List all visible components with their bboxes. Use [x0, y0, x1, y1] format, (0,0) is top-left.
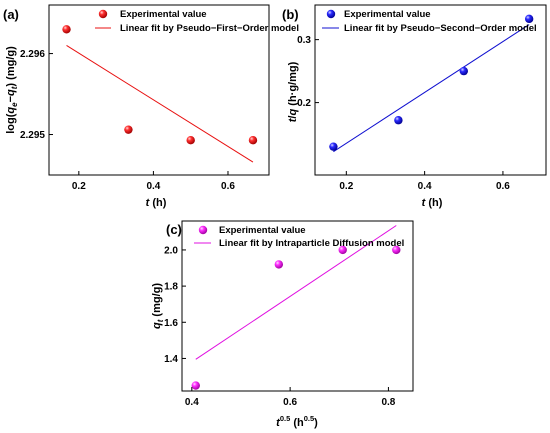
panel-label-b: (b): [282, 7, 299, 22]
y-tick-label-c-2: 1.8: [164, 282, 178, 293]
y-tick-label-c-0: 1.4: [164, 354, 178, 365]
x-tick-label-b-0: 0.2: [339, 181, 353, 192]
x-tick-label-c-2: 0.8: [381, 397, 395, 408]
data-point-c-2: [338, 245, 347, 255]
data-point-b-0: [329, 142, 338, 151]
y-tick-label-a-0: 2.295: [20, 130, 45, 141]
x-axis-label-a: t (h): [146, 197, 167, 209]
y-axis-label-a: log(qe−qt) (mg/g): [5, 46, 19, 134]
x-tick-label-a-2: 0.6: [221, 181, 235, 192]
y-axis-label-c: qt (mg/g): [151, 283, 165, 329]
x-tick-label-a-1: 0.4: [146, 181, 160, 192]
panel-a: 0.2 0.4 0.6 2.295 2.296 Experimental value L…: [5, 4, 299, 209]
data-point-c-0: [191, 381, 200, 390]
data-point-b-3: [524, 14, 534, 24]
y-tick-label-a-1: 2.296: [20, 49, 45, 60]
x-axis-label-b: t (h): [422, 197, 443, 209]
data-point-a-0: [62, 25, 71, 34]
legend-label-line-a: Linear fit by Pseudo−First−Order model: [120, 23, 299, 34]
data-point-c-1: [274, 260, 284, 269]
y-tick-label-b-1: 0.3: [297, 35, 311, 46]
panel-label-c: (c): [166, 222, 182, 237]
legend-label-points-a: Experimental value: [120, 9, 207, 20]
data-point-a-1: [124, 125, 133, 134]
x-tick-label-c-1: 0.6: [283, 397, 297, 408]
data-point-a-2: [186, 135, 195, 145]
y-tick-label-b-0: 0.2: [297, 98, 311, 109]
plot-frame-b: [314, 4, 547, 176]
data-point-c-3: [392, 245, 401, 255]
x-axis-label-c: t0.5 (h0.5): [276, 414, 318, 429]
y-axis-label-b: t/q (h·g/mg): [287, 61, 299, 122]
x-tick-label-c-0: 0.4: [185, 397, 199, 408]
legend-marker-points-c: [198, 225, 208, 235]
panel-c: 0.4 0.6 0.8 1.4 1.6 1.8 2.0 Experimental value…: [151, 220, 414, 429]
fit-line-a: [66, 45, 254, 163]
y-tick-label-c-3: 2.0: [164, 245, 178, 256]
x-tick-label-b-1: 0.4: [418, 181, 432, 192]
legend-label-line-b: Linear fit by Pseudo−Second−Order model: [344, 23, 537, 34]
fit-line-c: [195, 225, 397, 360]
data-point-b-1: [394, 116, 403, 125]
y-tick-label-c-1: 1.6: [164, 318, 178, 329]
legend-label-points-c: Experimental value: [219, 225, 306, 236]
legend-b: Experimental value Linear fit by Pseudo−…: [322, 9, 537, 34]
panel-label-a: (a): [3, 7, 19, 22]
panel-b: 0.2 0.4 0.6 0.2 0.3 Experimental value Linea…: [287, 4, 547, 209]
legend-marker-points-b: [326, 9, 336, 19]
fit-line-b: [333, 24, 530, 153]
x-tick-label-a-0: 0.2: [72, 181, 86, 192]
legend-a: Experimental value Linear fit by Pseudo−…: [95, 9, 299, 34]
data-point-b-2: [459, 66, 468, 76]
legend-label-line-c: Linear fit by Intraparticle Diffusion mo…: [219, 238, 404, 249]
x-tick-label-b-2: 0.6: [496, 181, 510, 192]
data-point-a-3: [248, 135, 258, 145]
legend-marker-points-a: [98, 9, 108, 19]
legend-c: Experimental value Linear fit by Intrapa…: [194, 225, 404, 249]
legend-label-points-b: Experimental value: [344, 9, 431, 20]
plot-frame-c: [181, 220, 414, 392]
plot-frame-a: [48, 4, 270, 176]
